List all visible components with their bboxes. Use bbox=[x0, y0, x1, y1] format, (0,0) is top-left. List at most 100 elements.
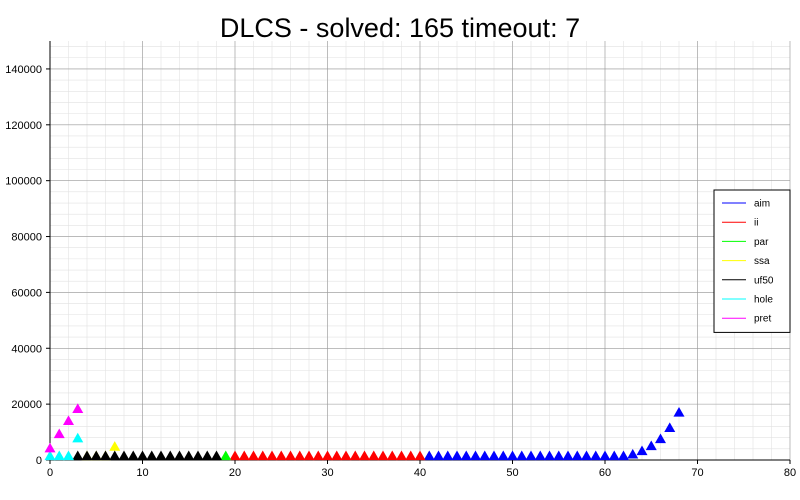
x-tick-label: 20 bbox=[229, 467, 241, 479]
point-ii bbox=[294, 450, 306, 461]
point-uf50 bbox=[211, 450, 222, 461]
legend-label-ssa: ssa bbox=[754, 256, 770, 267]
point-aim bbox=[590, 450, 602, 461]
point-ii bbox=[322, 450, 333, 461]
point-uf50 bbox=[127, 450, 139, 461]
point-aim bbox=[423, 450, 435, 461]
y-axis-ticks: 0 20000 40000 60000 80000 100000 120000 140000 bbox=[5, 64, 50, 467]
point-aim bbox=[534, 450, 546, 461]
point-ii bbox=[229, 450, 241, 461]
point-uf50 bbox=[137, 450, 148, 461]
point-uf50 bbox=[201, 450, 213, 461]
point-ii bbox=[331, 450, 343, 461]
point-hole bbox=[72, 432, 84, 443]
x-tick-label: 10 bbox=[136, 467, 148, 479]
x-tick-label: 40 bbox=[414, 467, 426, 479]
point-uf50 bbox=[118, 450, 130, 461]
point-ii bbox=[396, 450, 407, 461]
legend: aim ii par ssa uf50 hole pret bbox=[713, 189, 791, 333]
point-aim bbox=[507, 450, 518, 461]
y-tick-label: 140000 bbox=[5, 64, 42, 76]
point-par bbox=[220, 450, 232, 461]
x-tick-label: 30 bbox=[321, 467, 333, 479]
legend-label-ii: ii bbox=[754, 218, 758, 229]
point-aim bbox=[627, 448, 639, 459]
chart-title: DLCS - solved: 165 timeout: 7 bbox=[220, 13, 580, 43]
point-uf50 bbox=[81, 450, 93, 461]
point-ii bbox=[275, 450, 287, 461]
legend-label-uf50: uf50 bbox=[754, 275, 774, 286]
point-ii bbox=[303, 450, 315, 461]
x-tick-label: 50 bbox=[506, 467, 518, 479]
point-uf50 bbox=[109, 450, 121, 461]
point-aim bbox=[451, 450, 463, 461]
point-aim bbox=[516, 450, 528, 461]
x-tick-label: 0 bbox=[47, 467, 53, 479]
point-uf50 bbox=[72, 450, 84, 461]
point-aim bbox=[553, 450, 565, 461]
point-aim bbox=[599, 450, 611, 461]
point-aim bbox=[673, 407, 685, 417]
y-tick-label: 100000 bbox=[5, 176, 42, 188]
point-hole bbox=[53, 450, 65, 461]
legend-label-hole: hole bbox=[754, 295, 773, 306]
point-ii bbox=[405, 450, 417, 461]
point-aim bbox=[636, 445, 648, 456]
point-aim bbox=[497, 450, 509, 461]
point-ii bbox=[285, 450, 296, 461]
legend-box bbox=[713, 189, 791, 333]
point-pret bbox=[63, 415, 74, 426]
point-aim bbox=[433, 450, 444, 461]
point-ii bbox=[377, 450, 389, 461]
point-ssa bbox=[109, 441, 121, 451]
point-aim bbox=[618, 450, 629, 461]
point-ii bbox=[266, 450, 278, 461]
point-ii bbox=[238, 450, 250, 461]
point-aim bbox=[470, 450, 481, 461]
point-aim bbox=[488, 450, 500, 461]
point-aim bbox=[442, 450, 454, 461]
data-points bbox=[44, 403, 685, 461]
point-aim bbox=[581, 450, 592, 461]
x-tick-label: 80 bbox=[784, 467, 796, 479]
point-uf50 bbox=[100, 450, 111, 461]
x-axis-ticks: 0 10 20 30 40 50 60 70 80 bbox=[47, 460, 796, 479]
point-pret bbox=[53, 428, 65, 439]
point-aim bbox=[645, 440, 657, 451]
point-uf50 bbox=[174, 450, 185, 461]
point-aim bbox=[544, 450, 555, 461]
point-uf50 bbox=[192, 450, 204, 461]
point-uf50 bbox=[146, 450, 158, 461]
point-uf50 bbox=[90, 450, 102, 461]
point-aim bbox=[479, 450, 491, 461]
point-uf50 bbox=[155, 450, 167, 461]
point-ii bbox=[386, 450, 398, 461]
point-ii bbox=[349, 450, 361, 461]
legend-label-par: par bbox=[754, 237, 769, 248]
point-uf50 bbox=[183, 450, 195, 461]
y-tick-label: 60000 bbox=[11, 287, 42, 299]
y-tick-label: 20000 bbox=[11, 399, 42, 411]
point-pret bbox=[72, 403, 84, 414]
point-ii bbox=[340, 450, 352, 461]
point-aim bbox=[608, 450, 620, 461]
legend-label-aim: aim bbox=[754, 199, 770, 210]
point-hole bbox=[63, 450, 74, 461]
point-uf50 bbox=[164, 450, 176, 461]
point-ii bbox=[257, 450, 269, 461]
x-tick-label: 60 bbox=[599, 467, 611, 479]
y-tick-label: 80000 bbox=[11, 232, 42, 244]
point-ii bbox=[368, 450, 380, 461]
point-aim bbox=[525, 450, 537, 461]
point-aim bbox=[460, 450, 472, 461]
point-ii bbox=[359, 450, 370, 461]
point-hole bbox=[44, 450, 56, 461]
point-aim bbox=[655, 433, 666, 444]
x-tick-label: 70 bbox=[691, 467, 703, 479]
point-aim bbox=[571, 450, 583, 461]
point-aim bbox=[664, 422, 676, 433]
point-ii bbox=[248, 450, 259, 461]
point-aim bbox=[562, 450, 574, 461]
point-pret bbox=[44, 442, 56, 453]
